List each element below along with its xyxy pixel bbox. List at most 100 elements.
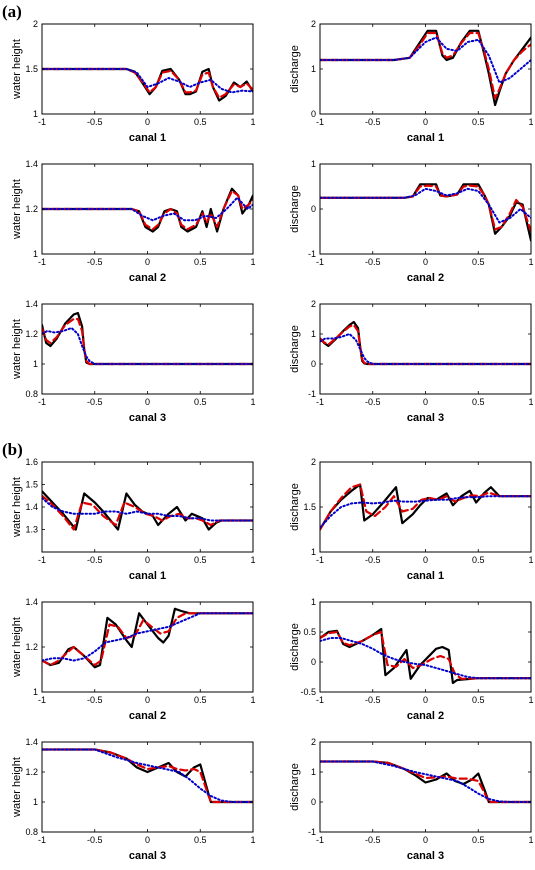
x-tick-label: -0.5: [87, 695, 103, 705]
axes-frame: [41, 303, 254, 395]
x-tick-label: -1: [38, 257, 46, 267]
x-tick-label: 0: [145, 555, 150, 565]
axes-frame: [319, 741, 532, 833]
x-tick-label: -0.5: [87, 257, 103, 267]
axes-frame: [319, 163, 532, 255]
x-tick-label: -0.5: [87, 117, 103, 127]
y-tick-label: 1.5: [25, 64, 38, 74]
x-tick-label: 0.5: [472, 397, 485, 407]
x-axis-label: canal 3: [407, 412, 444, 424]
x-tick-label: -1: [316, 695, 324, 705]
series-line-dashed: [42, 612, 253, 667]
plot-grid: -1 -0.5 0 0.5 1 1 1.5 2 canal 1 water height -1 -0.…: [11, 19, 534, 862]
y-tick-label: 0.5: [303, 627, 316, 637]
x-tick-label: 0.5: [194, 257, 207, 267]
y-tick-label: 1.2: [25, 642, 38, 652]
y-tick-label: 1.4: [25, 597, 38, 607]
x-tick-label: 0.5: [194, 695, 207, 705]
series-line-dotted: [42, 497, 253, 522]
subplot-3: -1 -0.5 0 0.5 1 1 1.2 1.4 canal 2 water height: [11, 159, 256, 284]
series-line-dashed: [320, 184, 531, 233]
x-axis-label: canal 1: [129, 570, 166, 582]
x-tick-label: 0: [145, 695, 150, 705]
y-axis-label: discharge: [289, 185, 301, 233]
x-tick-label: -1: [38, 835, 46, 845]
x-tick-label: 1: [528, 257, 533, 267]
x-tick-label: 0.5: [472, 555, 485, 565]
x-tick-label: -1: [38, 695, 46, 705]
y-axis-label: water height: [11, 319, 23, 380]
x-tick-label: 1: [250, 695, 255, 705]
y-tick-label: 2: [311, 299, 316, 309]
series-line-dotted: [320, 187, 531, 224]
y-tick-label: 0: [311, 797, 316, 807]
series-line-dotted: [320, 495, 531, 529]
series-line-dotted: [320, 760, 531, 803]
subplot-7: -1 -0.5 0 0.5 1 1.3 1.4 1.5 1.6 canal 1 water heig…: [11, 457, 256, 582]
y-tick-label: 1: [33, 109, 38, 119]
x-axis-label: canal 3: [129, 412, 166, 424]
axes-frame: [319, 461, 532, 553]
x-tick-label: 0: [145, 257, 150, 267]
y-tick-label: 1.5: [303, 502, 316, 512]
series-line-solid: [320, 183, 531, 242]
x-tick-label: -0.5: [87, 835, 103, 845]
axes-frame: [41, 461, 254, 553]
series-line-solid: [320, 760, 531, 804]
y-axis-label: discharge: [289, 325, 301, 373]
y-tick-label: 1.2: [25, 767, 38, 777]
series-line-dashed: [42, 67, 253, 99]
x-tick-label: 0: [423, 257, 428, 267]
x-tick-label: 1: [250, 397, 255, 407]
y-axis-label: discharge: [289, 763, 301, 811]
x-tick-label: 1: [250, 555, 255, 565]
x-tick-label: -0.5: [87, 397, 103, 407]
y-axis-label: water height: [11, 179, 23, 240]
y-axis-label: discharge: [289, 623, 301, 671]
series-line-solid: [42, 607, 253, 669]
x-tick-label: 0.5: [194, 555, 207, 565]
y-tick-label: 1.2: [25, 329, 38, 339]
x-tick-label: 1: [250, 257, 255, 267]
series-line-solid: [42, 490, 253, 531]
panel-label-a: (a): [2, 2, 22, 21]
subplot-8: -1 -0.5 0 0.5 1 1 1.5 2 canal 1 discharge: [289, 457, 534, 582]
x-axis-label: canal 1: [129, 132, 166, 144]
series-line-dashed: [320, 483, 531, 531]
y-tick-label: 1.3: [25, 525, 38, 535]
series-line-dashed: [42, 748, 253, 804]
y-tick-label: 0.8: [25, 827, 38, 837]
x-tick-label: -0.5: [365, 397, 381, 407]
y-tick-label: 1.4: [25, 159, 38, 169]
series-line-dashed: [320, 323, 531, 366]
x-tick-label: 1: [250, 117, 255, 127]
panel-label-b: (b): [2, 440, 23, 459]
y-tick-label: 0: [311, 109, 316, 119]
y-tick-label: 1: [311, 329, 316, 339]
axes-frame: [41, 741, 254, 833]
x-tick-label: -0.5: [365, 835, 381, 845]
subplot-11: -1 -0.5 0 0.5 1 0.8 1 1.2 1.4 canal 3 water height: [11, 737, 256, 862]
series-line-dashed: [320, 760, 531, 804]
y-axis-label: water height: [11, 617, 23, 678]
y-tick-label: -1: [308, 389, 316, 399]
series-line-dotted: [42, 327, 253, 365]
y-tick-label: 1: [311, 64, 316, 74]
y-tick-label: 1: [33, 797, 38, 807]
subplot-12: -1 -0.5 0 0.5 1 -1 0 1 2 canal 3 discharge: [289, 737, 534, 862]
y-tick-label: 1.6: [25, 457, 38, 467]
subplot-6: -1 -0.5 0 0.5 1 -1 0 1 2 canal 3 discharge: [289, 299, 534, 424]
x-tick-label: 1: [528, 835, 533, 845]
y-tick-label: -1: [308, 827, 316, 837]
series-line-dashed: [320, 31, 531, 100]
series-line-dotted: [42, 68, 253, 94]
x-tick-label: 1: [528, 555, 533, 565]
series-line-dashed: [42, 189, 253, 231]
y-axis-label: water height: [11, 477, 23, 538]
y-tick-label: 1: [311, 597, 316, 607]
y-tick-label: 0: [311, 204, 316, 214]
x-axis-label: canal 2: [129, 272, 166, 284]
x-tick-label: -1: [316, 555, 324, 565]
series-line-dotted: [320, 333, 531, 365]
series-line-solid: [320, 627, 531, 685]
